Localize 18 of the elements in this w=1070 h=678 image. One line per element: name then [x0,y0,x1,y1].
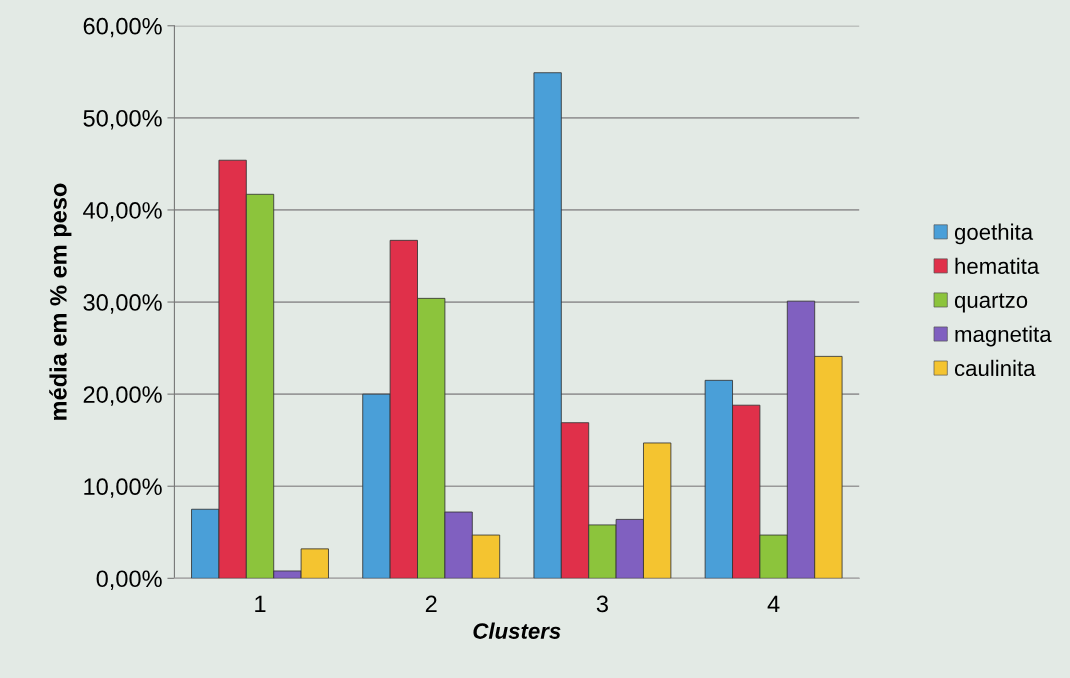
y-tick-label: 40,00% [83,202,162,222]
legend-label: goethita [954,223,1034,245]
legend-label: hematita [955,257,1040,274]
y-axis-title: média em % em peso [49,183,72,420]
y-tick-label: 60,00% [83,17,162,38]
x-tick-label: 1 [255,595,266,613]
x-tick-label: 3 [596,595,608,613]
x-tick-label: 4 [767,595,780,613]
y-tick-label: 20,00% [83,386,162,406]
y-tick-label: 0,00% [96,570,162,590]
x-axis-title: Clusters [473,622,561,639]
y-tick-label: 30,00% [83,294,162,314]
legend-label: caulinita [954,359,1036,377]
y-tick-label: 50,00% [83,109,162,130]
legend-label: magnetita [955,325,1052,347]
y-tick-label: 10,00% [84,478,162,498]
x-tick-label: 2 [425,595,437,613]
legend-label: quartzo [954,293,1028,313]
